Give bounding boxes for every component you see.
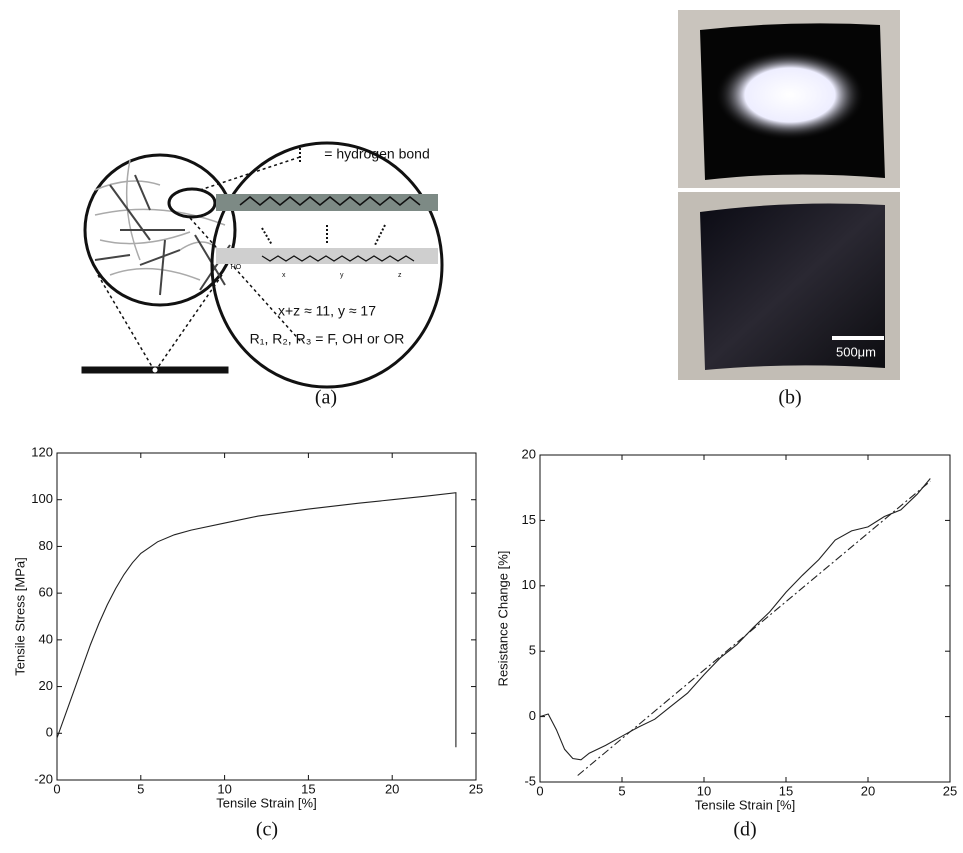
y-tick-label: 0 [46, 725, 53, 740]
y-tick-label: 60 [39, 585, 53, 600]
y-tick-label: 80 [39, 538, 53, 553]
x-tick-label: 15 [301, 781, 315, 796]
panel-label: (d) [733, 819, 756, 841]
plot-frame [539, 454, 951, 783]
chain-b [261, 255, 415, 262]
panel-label: (b) [778, 387, 801, 409]
polypyrrole-band [216, 194, 438, 211]
x-tick-label: 25 [469, 781, 483, 796]
h-bonds [261, 148, 386, 246]
plot-frame [56, 452, 477, 781]
data-line [539, 478, 931, 761]
diagram [81, 141, 444, 389]
end-group: HO [231, 264, 242, 271]
sample-bottom [700, 203, 885, 370]
chain-a [239, 196, 421, 206]
index: x [282, 272, 286, 279]
panel-label: (c) [256, 819, 278, 841]
substituents: R₁, R₂, R₃ = F, OH or OR [250, 331, 405, 347]
y-axis-label: Tensile Stress [MPa] [12, 557, 27, 676]
point [151, 366, 159, 374]
reflection [715, 50, 865, 140]
fibers [94, 159, 226, 281]
y-axis-label: Resistance Change [%] [495, 551, 510, 687]
x-tick-label: 5 [618, 783, 625, 798]
y-tick-label: -20 [34, 771, 53, 786]
x-axis-label: Tensile Strain [%] [216, 795, 316, 810]
x-tick-label: 0 [536, 783, 543, 798]
y-tick-label: 100 [31, 491, 53, 506]
x-tick-label: 10 [217, 781, 231, 796]
hbond-legend: = hydrogen bond [324, 146, 429, 162]
y-tick-label: 0 [529, 708, 536, 723]
detail-ellipse [210, 141, 444, 389]
scale-label: 500μm [836, 344, 876, 359]
formula: x+z ≈ 11, y ≈ 17 [278, 303, 376, 319]
x-tick-label: 5 [137, 781, 144, 796]
x-tick-label: 20 [385, 781, 399, 796]
y-tick-label: 20 [39, 678, 53, 693]
y-tick-label: 20 [522, 446, 536, 461]
x-tick-label: 10 [697, 783, 711, 798]
y-tick-label: 40 [39, 631, 53, 646]
x-tick-label: 0 [53, 781, 60, 796]
x-tick-label: 20 [861, 783, 875, 798]
y-tick-label: 120 [31, 444, 53, 459]
film-circle [83, 153, 237, 307]
y-tick-label: 15 [522, 512, 536, 527]
y-tick-label: 5 [529, 643, 536, 658]
data-line [577, 480, 931, 776]
x-axis-label: Tensile Strain [%] [695, 797, 795, 812]
photos [678, 10, 900, 380]
panel-label: (a) [315, 387, 337, 409]
data-line [56, 492, 457, 748]
zoom-lines [97, 156, 303, 371]
y-tick-label: 10 [522, 577, 536, 592]
index: z [398, 272, 402, 279]
scale-bar [832, 336, 884, 340]
x-tick-label: 15 [779, 783, 793, 798]
y-tick-label: -5 [524, 773, 536, 788]
zoom-ellipse [167, 187, 217, 219]
index: y [340, 272, 344, 279]
x-tick-label: 25 [943, 783, 957, 798]
